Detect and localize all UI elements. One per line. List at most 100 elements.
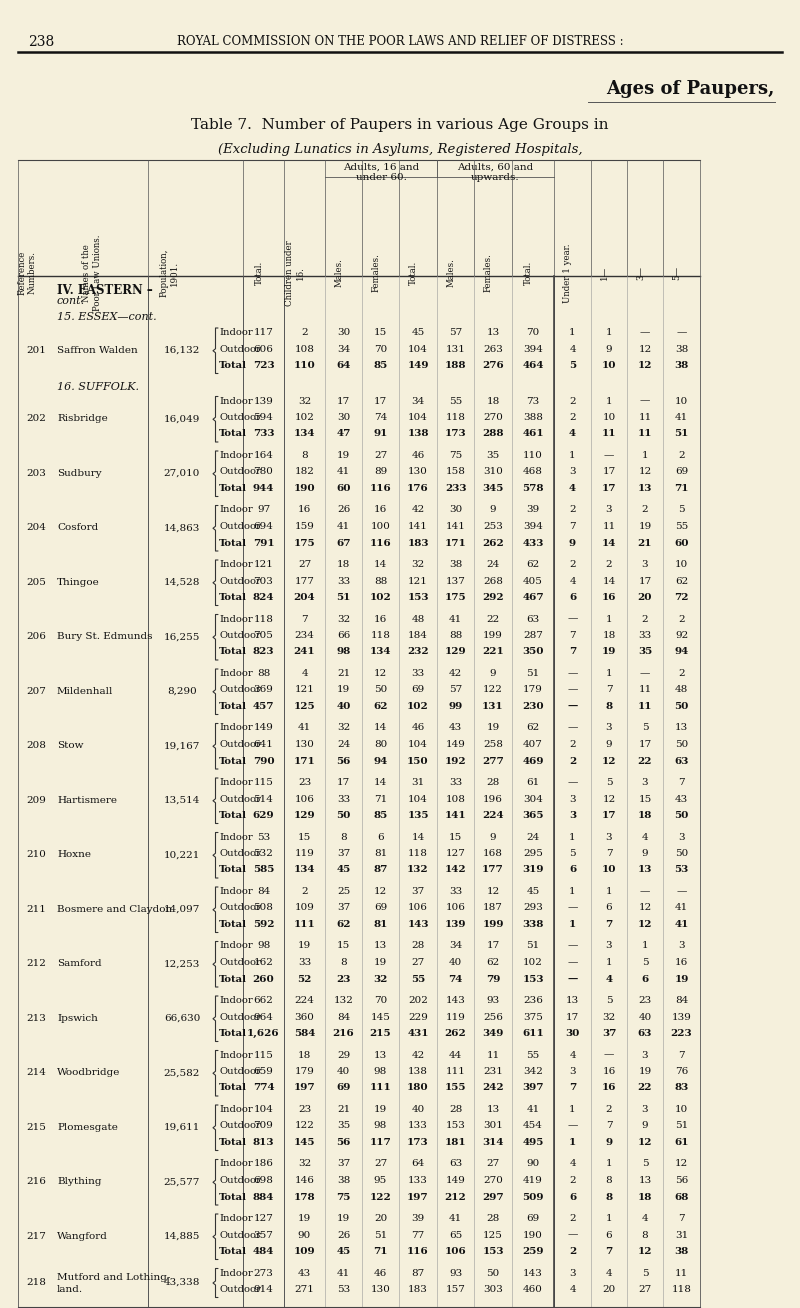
Text: 74: 74: [374, 413, 387, 422]
Text: 85: 85: [374, 361, 388, 370]
Text: 221: 221: [482, 647, 504, 657]
Text: 1: 1: [569, 451, 576, 460]
Text: 117: 117: [254, 328, 274, 337]
Text: 8: 8: [606, 702, 613, 712]
Text: 3: 3: [678, 832, 685, 841]
Text: 18: 18: [638, 811, 652, 820]
Text: 407: 407: [523, 740, 543, 749]
Text: 484: 484: [253, 1247, 274, 1256]
Text: 14,097: 14,097: [164, 905, 200, 914]
Text: 33: 33: [298, 957, 311, 967]
Text: 3: 3: [569, 1067, 576, 1076]
Text: 138: 138: [408, 1067, 428, 1076]
Text: 4: 4: [642, 832, 648, 841]
Text: 139: 139: [254, 396, 274, 405]
Text: 130: 130: [370, 1284, 390, 1294]
Text: 25,577: 25,577: [164, 1177, 200, 1186]
Text: 125: 125: [294, 702, 315, 712]
Text: 173: 173: [407, 1138, 429, 1147]
Text: —: —: [567, 942, 578, 951]
Text: 71: 71: [374, 794, 387, 803]
Text: 168: 168: [483, 849, 503, 858]
Text: 208: 208: [26, 742, 46, 751]
Text: 149: 149: [407, 361, 429, 370]
Text: 45: 45: [336, 1247, 350, 1256]
Text: Outdoor: Outdoor: [219, 904, 261, 913]
Text: 17: 17: [566, 1012, 579, 1022]
Text: —: —: [567, 615, 578, 624]
Text: —: —: [567, 1231, 578, 1240]
Text: 27: 27: [298, 560, 311, 569]
Text: 130: 130: [294, 740, 314, 749]
Text: 39: 39: [526, 505, 540, 514]
Text: 345: 345: [482, 484, 504, 493]
Text: 17: 17: [602, 811, 616, 820]
Text: 15: 15: [638, 794, 652, 803]
Text: 3: 3: [642, 1050, 648, 1059]
Text: 178: 178: [294, 1193, 315, 1202]
Text: 41: 41: [675, 904, 688, 913]
Text: —: —: [567, 723, 578, 732]
Text: 50: 50: [674, 702, 689, 712]
Text: 142: 142: [445, 866, 466, 875]
Text: 3: 3: [569, 1269, 576, 1278]
Text: 121: 121: [254, 560, 274, 569]
Text: 70: 70: [526, 328, 540, 337]
Text: 188: 188: [445, 361, 466, 370]
Text: Indoor: Indoor: [219, 832, 253, 841]
Text: 37: 37: [337, 1159, 350, 1168]
Text: Total: Total: [219, 484, 247, 493]
Text: 10: 10: [675, 396, 688, 405]
Text: 127: 127: [446, 849, 466, 858]
Text: 10: 10: [602, 866, 616, 875]
Text: 44: 44: [449, 1050, 462, 1059]
Text: 207: 207: [26, 687, 46, 696]
Text: 388: 388: [523, 413, 543, 422]
Text: 93: 93: [486, 995, 500, 1005]
Text: Plomesgate: Plomesgate: [57, 1122, 118, 1131]
Text: Stow: Stow: [57, 742, 83, 751]
Text: 14: 14: [411, 832, 425, 841]
Text: Ages of Paupers,: Ages of Paupers,: [606, 80, 775, 98]
Text: 28: 28: [486, 778, 500, 787]
Text: land.: land.: [57, 1284, 83, 1294]
Text: 118: 118: [446, 413, 466, 422]
Text: 662: 662: [254, 995, 274, 1005]
Text: 258: 258: [483, 740, 503, 749]
Text: 1: 1: [606, 615, 612, 624]
Text: Outdoor: Outdoor: [219, 740, 261, 749]
Text: 301: 301: [483, 1121, 503, 1130]
Text: 38: 38: [675, 344, 688, 353]
Text: 1: 1: [569, 832, 576, 841]
Text: 584: 584: [294, 1029, 315, 1039]
Text: 46: 46: [411, 723, 425, 732]
Text: 43: 43: [675, 794, 688, 803]
Text: 360: 360: [294, 1012, 314, 1022]
Text: 62: 62: [486, 957, 500, 967]
Text: 216: 216: [333, 1029, 354, 1039]
Text: 196: 196: [483, 794, 503, 803]
Text: 171: 171: [294, 756, 315, 765]
Text: 34: 34: [411, 396, 425, 405]
Text: 585: 585: [253, 866, 274, 875]
Text: 18: 18: [337, 560, 350, 569]
Text: 28: 28: [486, 1214, 500, 1223]
Text: 57: 57: [449, 685, 462, 695]
Text: 14,528: 14,528: [164, 578, 200, 587]
Text: 42: 42: [449, 668, 462, 678]
Text: 12: 12: [374, 887, 387, 896]
Text: Outdoor: Outdoor: [219, 1121, 261, 1130]
Text: 25: 25: [337, 887, 350, 896]
Text: 233: 233: [445, 484, 466, 493]
Text: Indoor: Indoor: [219, 1105, 253, 1114]
Text: 41: 41: [298, 723, 311, 732]
Text: 273: 273: [254, 1269, 274, 1278]
Text: 19: 19: [337, 685, 350, 695]
Text: 69: 69: [336, 1083, 350, 1092]
Text: —: —: [640, 328, 650, 337]
Text: Total: Total: [219, 866, 247, 875]
Text: 37: 37: [411, 887, 425, 896]
Text: 295: 295: [523, 849, 543, 858]
Text: 14: 14: [374, 778, 387, 787]
Text: 204: 204: [294, 593, 315, 602]
